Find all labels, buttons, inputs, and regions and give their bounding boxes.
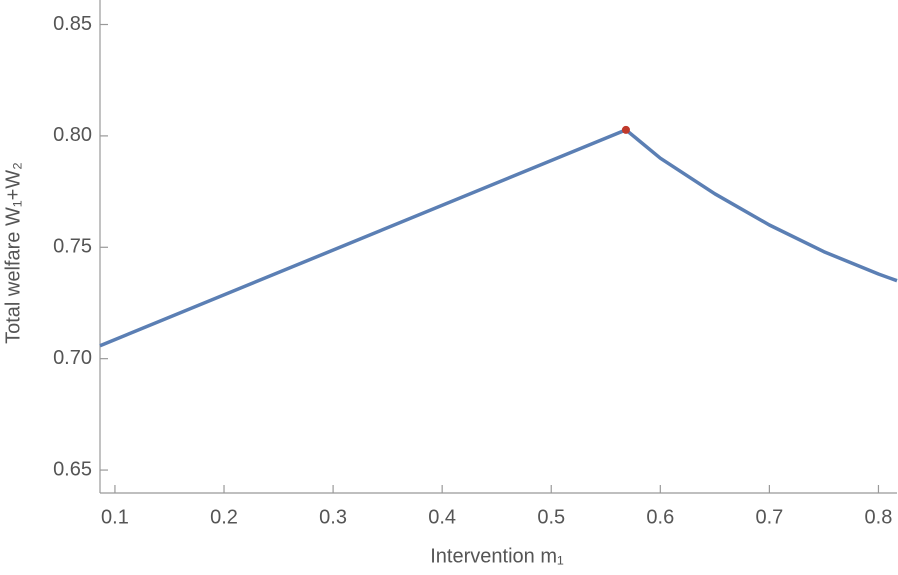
y-axis-label: Total welfare W₁+W₂ xyxy=(2,162,24,344)
y-tick-label: 0.80 xyxy=(53,124,92,146)
x-tick-label: 0.6 xyxy=(646,506,674,528)
x-tick-label: 0.5 xyxy=(537,506,565,528)
x-tick-label: 0.2 xyxy=(210,506,238,528)
x-tick-label: 0.3 xyxy=(319,506,347,528)
x-tick-label: 0.4 xyxy=(428,506,456,528)
y-tick-label: 0.75 xyxy=(53,236,92,258)
x-tick-label: 0.7 xyxy=(755,506,783,528)
y-tick-label: 0.70 xyxy=(53,347,92,369)
line-series xyxy=(99,128,898,348)
x-axis-label: Intervention m₁ xyxy=(430,545,564,567)
x-tick-label: 0.1 xyxy=(101,506,129,528)
y-tick-label: 0.85 xyxy=(53,13,92,35)
peak-point xyxy=(621,125,630,134)
x-tick-label: 0.8 xyxy=(865,506,893,528)
y-tick-label: 0.65 xyxy=(53,458,92,480)
